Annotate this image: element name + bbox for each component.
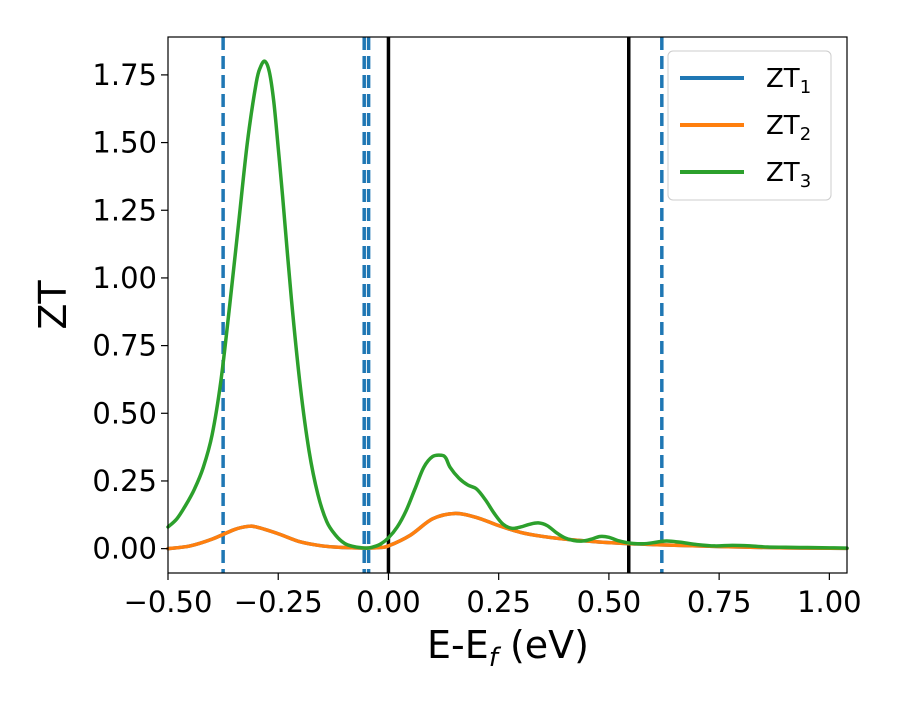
reference-lines — [221, 37, 664, 573]
plot-frame — [167, 36, 848, 574]
y-tick-label: 1.50 — [92, 126, 157, 160]
y-tick-label: 1.75 — [92, 58, 157, 92]
legend: ZT1 ZT2 ZT3 — [667, 50, 832, 201]
x-tick-label: −0.50 — [124, 585, 213, 619]
x-axis-label: E-Ef (eV) — [427, 623, 589, 673]
legend-label-zt1: ZT1 — [766, 64, 811, 98]
x-tick-label: 0.00 — [356, 585, 421, 619]
y-tick-label: 0.25 — [92, 464, 157, 498]
legend-box — [667, 50, 832, 201]
x-tick-label: 0.25 — [466, 585, 531, 619]
x-tick-label: 0.50 — [577, 585, 642, 619]
legend-label-zt2: ZT2 — [766, 111, 811, 145]
x-tick-label: 0.75 — [687, 585, 752, 619]
x-tick-label: −0.25 — [234, 585, 323, 619]
y-tick-label: 1.25 — [92, 193, 157, 227]
x-tick-label: 1.00 — [797, 585, 862, 619]
legend-label-zt3: ZT3 — [766, 158, 811, 192]
y-tick-label: 0.75 — [92, 329, 157, 363]
y-tick-label: 0.00 — [92, 532, 157, 566]
y-axis-ticks: 0.00 0.25 0.50 0.75 1.00 1.25 1.50 1.75 — [92, 58, 168, 566]
y-tick-label: 1.00 — [92, 261, 157, 295]
series-lines — [166, 59, 849, 551]
y-axis-label: ZT — [31, 280, 75, 330]
x-axis-ticks: −0.50 −0.25 0.00 0.25 0.50 0.75 1.00 — [124, 573, 862, 619]
y-tick-label: 0.50 — [92, 396, 157, 430]
series-line-zt3 — [166, 59, 849, 550]
